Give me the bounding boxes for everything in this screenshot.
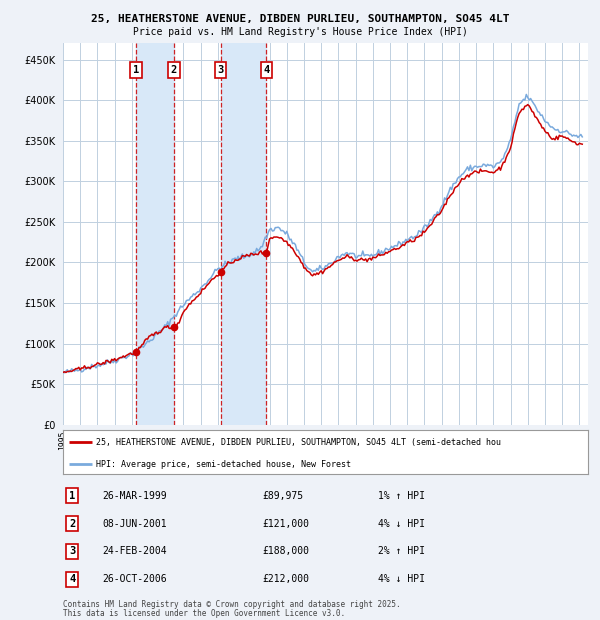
Text: 4% ↓ HPI: 4% ↓ HPI bbox=[378, 518, 425, 528]
Text: 1: 1 bbox=[70, 490, 76, 500]
Text: 24-FEB-2004: 24-FEB-2004 bbox=[103, 546, 167, 557]
Text: 4: 4 bbox=[70, 575, 76, 585]
Text: 26-OCT-2006: 26-OCT-2006 bbox=[103, 575, 167, 585]
Text: £89,975: £89,975 bbox=[263, 490, 304, 500]
Text: Contains HM Land Registry data © Crown copyright and database right 2025.: Contains HM Land Registry data © Crown c… bbox=[63, 600, 401, 609]
Text: 2: 2 bbox=[70, 518, 76, 528]
Text: 26-MAR-1999: 26-MAR-1999 bbox=[103, 490, 167, 500]
Text: 08-JUN-2001: 08-JUN-2001 bbox=[103, 518, 167, 528]
Text: 4: 4 bbox=[263, 65, 269, 75]
Text: 1% ↑ HPI: 1% ↑ HPI bbox=[378, 490, 425, 500]
Text: £121,000: £121,000 bbox=[263, 518, 310, 528]
Text: 3: 3 bbox=[70, 546, 76, 557]
Text: This data is licensed under the Open Government Licence v3.0.: This data is licensed under the Open Gov… bbox=[63, 609, 345, 618]
Text: £188,000: £188,000 bbox=[263, 546, 310, 557]
Text: £212,000: £212,000 bbox=[263, 575, 310, 585]
Text: 1: 1 bbox=[133, 65, 139, 75]
Text: 4% ↓ HPI: 4% ↓ HPI bbox=[378, 575, 425, 585]
Text: Price paid vs. HM Land Registry's House Price Index (HPI): Price paid vs. HM Land Registry's House … bbox=[133, 27, 467, 37]
Bar bbox=[221, 43, 266, 425]
Text: 25, HEATHERSTONE AVENUE, DIBDEN PURLIEU, SOUTHAMPTON, SO45 4LT (semi-detached ho: 25, HEATHERSTONE AVENUE, DIBDEN PURLIEU,… bbox=[95, 438, 500, 446]
Bar bbox=[136, 43, 174, 425]
Text: 25, HEATHERSTONE AVENUE, DIBDEN PURLIEU, SOUTHAMPTON, SO45 4LT: 25, HEATHERSTONE AVENUE, DIBDEN PURLIEU,… bbox=[91, 14, 509, 24]
Text: 2: 2 bbox=[171, 65, 177, 75]
Text: 3: 3 bbox=[217, 65, 224, 75]
Text: 2% ↑ HPI: 2% ↑ HPI bbox=[378, 546, 425, 557]
Text: HPI: Average price, semi-detached house, New Forest: HPI: Average price, semi-detached house,… bbox=[95, 460, 350, 469]
